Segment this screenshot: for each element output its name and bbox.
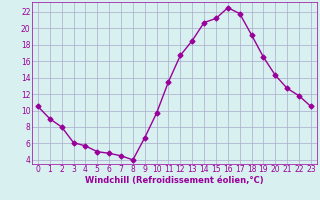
- X-axis label: Windchill (Refroidissement éolien,°C): Windchill (Refroidissement éolien,°C): [85, 176, 264, 185]
